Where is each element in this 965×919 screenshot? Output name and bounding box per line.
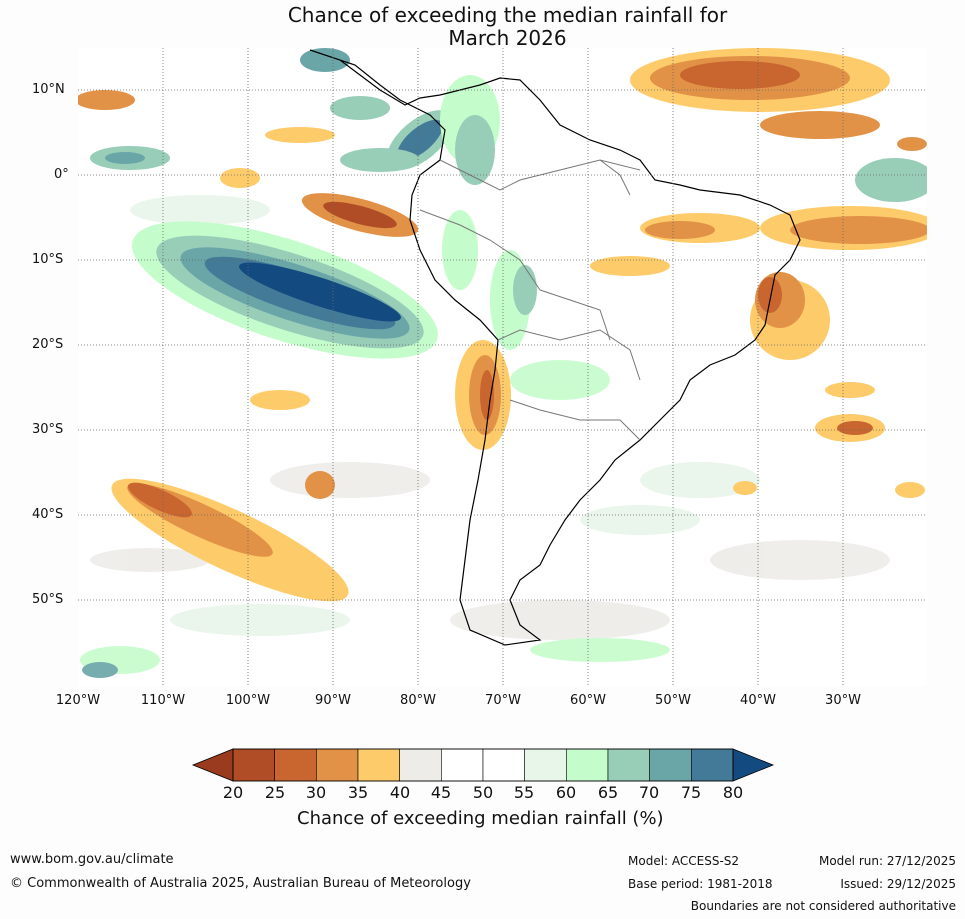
lat-label-0: 0° — [54, 167, 69, 182]
colorbar-bin — [566, 748, 609, 782]
map-panel — [78, 48, 927, 686]
footer-copyright: © Commonwealth of Australia 2025, Austra… — [10, 876, 471, 891]
lon-label-70w: 70°W — [485, 693, 521, 708]
dry-anomaly-southeast-pacific — [78, 90, 349, 602]
colorbar-tick: 25 — [264, 783, 286, 802]
lat-label-20s: 20°S — [32, 337, 64, 352]
wet-anomaly-pacific — [132, 221, 438, 359]
colorbar-tick: 75 — [680, 783, 702, 802]
shade-light-green — [170, 604, 350, 636]
lon-label-120w: 120°W — [55, 693, 101, 708]
lon-label-110w: 110°W — [140, 693, 186, 708]
footer-model: Model: ACCESS-S2 — [628, 854, 740, 868]
colorbar-tick: 40 — [389, 783, 411, 802]
colorbar-bin — [649, 748, 692, 782]
colorbar-tick: 70 — [638, 783, 660, 802]
shade-grey — [90, 548, 210, 572]
colorbar-tick: 50 — [472, 783, 494, 802]
shade-light-green — [130, 195, 270, 225]
colorbar — [191, 748, 775, 782]
shade-grey — [580, 505, 700, 535]
lat-label-10n: 10°N — [32, 82, 65, 97]
footer-model-run: Model run: 27/12/2025 — [818, 854, 956, 868]
country-borders — [419, 159, 641, 441]
south-america-coastline — [309, 49, 801, 646]
shade-light-green — [530, 638, 670, 662]
lat-label-10s: 10°S — [32, 252, 64, 267]
colorbar-bin — [274, 748, 317, 782]
dry-anomaly-chile — [455, 340, 511, 450]
colorbar-bin — [316, 748, 359, 782]
dry-anomaly-brazil — [590, 206, 927, 360]
lat-label-40s: 40°S — [32, 507, 64, 522]
colorbar-bin — [691, 748, 734, 782]
wet-anomaly-land — [440, 75, 537, 350]
colorbar-tick: 35 — [347, 783, 369, 802]
lon-label-80w: 80°W — [400, 693, 436, 708]
lat-label-50s: 50°S — [32, 592, 64, 607]
colorbar-tick: 20 — [222, 783, 244, 802]
footer-url[interactable]: www.bom.gov.au/climate — [10, 852, 174, 867]
title-line-2: March 2026 — [448, 26, 567, 50]
lon-label-30w: 30°W — [825, 693, 861, 708]
title-line-1: Chance of exceeding the median rainfall … — [287, 3, 728, 27]
lat-label-30s: 30°S — [32, 422, 64, 437]
footer-disclaimer: Boundaries are not considered authoritat… — [690, 899, 956, 913]
lon-label-100w: 100°W — [225, 693, 271, 708]
colorbar-bin — [524, 748, 567, 782]
shade-grey — [270, 462, 430, 498]
shade-teal — [82, 662, 118, 678]
chart-title: Chance of exceeding the median rainfall … — [0, 4, 965, 50]
colorbar-tick: 65 — [597, 783, 619, 802]
dry-anomaly-ecuador — [301, 193, 419, 237]
shade-light-green — [510, 360, 610, 400]
colorbar-bin — [607, 748, 650, 782]
colorbar-tick: 60 — [555, 783, 577, 802]
footer-base-period: Base period: 1981-2018 — [628, 877, 773, 891]
colorbar-tick: 80 — [722, 783, 744, 802]
lon-label-40w: 40°W — [740, 693, 776, 708]
colorbar-tick: 55 — [513, 783, 535, 802]
colorbar-bin — [357, 748, 400, 782]
lon-label-50w: 50°W — [655, 693, 691, 708]
dry-anomaly-atlantic-north — [630, 48, 890, 139]
colorbar-tick: 45 — [430, 783, 452, 802]
graticule — [78, 48, 927, 686]
colorbar-high-arrow — [732, 748, 775, 782]
footer-issued: Issued: 29/12/2025 — [840, 877, 956, 891]
dry-anomaly-southwest-atlantic — [733, 137, 927, 498]
lon-label-90w: 90°W — [315, 693, 351, 708]
lon-label-60w: 60°W — [570, 693, 606, 708]
colorbar-bin — [399, 748, 442, 782]
shade-grey — [450, 600, 670, 640]
colorbar-title: Chance of exceeding median rainfall (%) — [297, 808, 664, 829]
wet-anomaly-north — [90, 48, 927, 202]
colorbar-tick: 30 — [305, 783, 327, 802]
colorbar-bin — [441, 748, 484, 782]
shade-grey — [710, 540, 890, 580]
shade-light-green — [640, 462, 760, 498]
colorbar-bin — [232, 748, 275, 782]
colorbar-low-arrow — [191, 748, 234, 782]
colorbar-bin — [482, 748, 525, 782]
